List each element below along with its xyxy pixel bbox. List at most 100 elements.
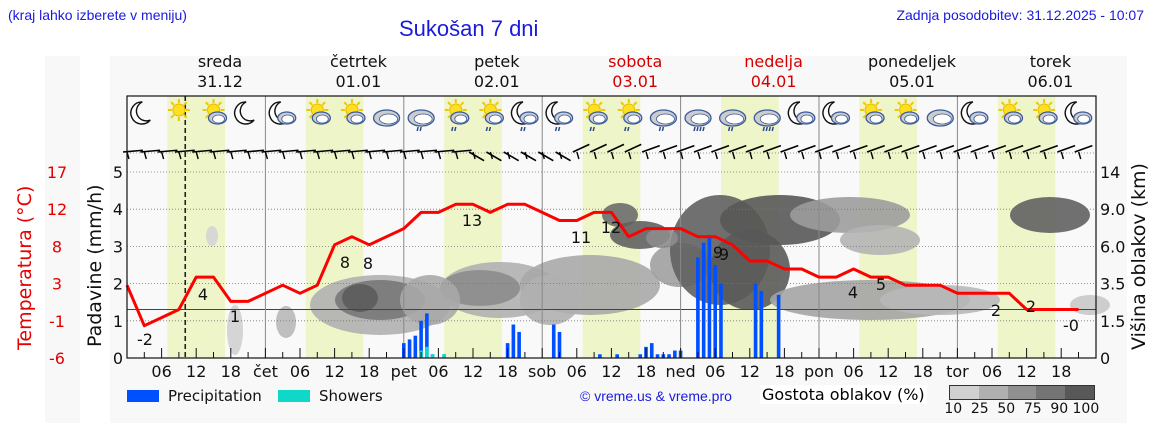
moon-cloud-icon bbox=[822, 101, 851, 125]
day-name: petek bbox=[474, 52, 520, 71]
cloud-density-label: Gostota oblakov (%) bbox=[760, 385, 927, 404]
svg-text:1: 1 bbox=[230, 307, 240, 326]
moon-icon bbox=[130, 101, 151, 125]
sun-cloud-icon bbox=[202, 99, 228, 125]
moon-icon bbox=[233, 101, 255, 125]
day-header-4: nedelja 04.01 bbox=[705, 52, 843, 92]
svg-text:12: 12 bbox=[324, 362, 344, 381]
svg-text:4: 4 bbox=[848, 283, 858, 302]
svg-text:14: 14 bbox=[1100, 163, 1120, 182]
showers-swatch bbox=[278, 390, 310, 402]
sun-cloud-icon bbox=[1033, 99, 1058, 125]
legend-precipitation-label: Precipitation bbox=[168, 387, 262, 405]
moon-cloud-rain-icon bbox=[510, 101, 539, 132]
svg-text:06: 06 bbox=[705, 362, 725, 381]
svg-text:-2: -2 bbox=[137, 330, 153, 349]
page-title: Sukošan 7 dni bbox=[399, 16, 539, 41]
svg-text:pet: pet bbox=[391, 362, 417, 381]
density-tick: 50 bbox=[997, 401, 1016, 417]
svg-text:3: 3 bbox=[52, 275, 62, 294]
svg-text:-1: -1 bbox=[49, 312, 65, 331]
density-tick: 90 bbox=[1050, 401, 1069, 417]
cloud-rain-icon bbox=[407, 109, 435, 132]
sun-cloud-rain-icon bbox=[444, 99, 470, 132]
svg-text:2: 2 bbox=[113, 275, 123, 294]
svg-text:-6: -6 bbox=[49, 349, 65, 368]
svg-text:06: 06 bbox=[151, 362, 171, 381]
svg-text:06: 06 bbox=[290, 362, 310, 381]
svg-text:čet: čet bbox=[253, 362, 278, 381]
day-header-0: sreda 31.12 bbox=[151, 52, 289, 92]
sun-cloud-rain-icon bbox=[479, 99, 505, 132]
density-swatch bbox=[978, 386, 1008, 399]
svg-text:2: 2 bbox=[991, 301, 1001, 320]
day-date: 05.01 bbox=[889, 72, 935, 91]
svg-text:18: 18 bbox=[359, 362, 379, 381]
svg-text:06: 06 bbox=[982, 362, 1002, 381]
svg-text:1: 1 bbox=[113, 312, 123, 331]
svg-text:0: 0 bbox=[113, 349, 123, 368]
cloud-density-scale-bar bbox=[949, 385, 1095, 400]
svg-text:12: 12 bbox=[47, 200, 67, 219]
svg-text:2: 2 bbox=[1026, 297, 1036, 316]
moon-cloud-icon bbox=[268, 101, 297, 125]
svg-text:11: 11 bbox=[571, 228, 591, 247]
legend-precipitation: Precipitation bbox=[127, 387, 262, 405]
density-swatch bbox=[1007, 386, 1037, 399]
svg-text:17: 17 bbox=[47, 163, 67, 182]
day-header-2: petek 02.01 bbox=[428, 52, 566, 92]
svg-text:pon: pon bbox=[804, 362, 834, 381]
svg-text:8: 8 bbox=[363, 254, 373, 273]
day-name: sobota bbox=[608, 52, 663, 71]
svg-text:9: 9 bbox=[719, 245, 729, 264]
svg-text:9: 9 bbox=[713, 243, 723, 262]
svg-text:13: 13 bbox=[462, 211, 482, 230]
day-date: 03.01 bbox=[612, 72, 659, 91]
density-swatch bbox=[1065, 386, 1094, 399]
gridlines bbox=[127, 96, 1096, 358]
density-tick: 75 bbox=[1023, 401, 1042, 417]
moon-cloud-icon bbox=[1064, 101, 1093, 125]
sun-cloud-icon bbox=[998, 99, 1024, 125]
svg-text:6.0: 6.0 bbox=[1100, 237, 1125, 256]
day-header-6: torek 06.01 bbox=[981, 52, 1119, 92]
day-name: ponedeljek bbox=[868, 52, 956, 71]
axes: 06 12 18 čet 06 12 18 pet 06 12 18 sob 06 12 18 ned 06 12… bbox=[47, 95, 1125, 381]
svg-text:0: 0 bbox=[1100, 349, 1110, 368]
precipitation-bars bbox=[402, 235, 781, 358]
moon-cloud-rain-icon bbox=[545, 101, 574, 132]
svg-text:8: 8 bbox=[52, 237, 62, 256]
sun-cloud-rain-icon bbox=[617, 99, 643, 132]
day-date: 01.01 bbox=[335, 72, 382, 91]
svg-text:18: 18 bbox=[497, 362, 517, 381]
svg-text:1.5: 1.5 bbox=[1100, 312, 1125, 331]
day-name: četrtek bbox=[329, 52, 387, 71]
day-date: 06.01 bbox=[1027, 72, 1074, 91]
legend-showers: Showers bbox=[278, 387, 383, 405]
temp-axis-panel bbox=[45, 56, 80, 423]
cloud-rain-icon bbox=[649, 109, 678, 132]
moon-cloud-icon bbox=[960, 101, 989, 125]
copyright-link[interactable]: © vreme.us & vreme.pro bbox=[580, 388, 732, 404]
svg-text:ned: ned bbox=[666, 362, 696, 381]
cloud-heavy-rain-icon bbox=[753, 109, 781, 132]
density-swatch bbox=[950, 386, 979, 399]
day-date: 04.01 bbox=[750, 72, 797, 91]
density-tick: 100 bbox=[1072, 401, 1100, 417]
svg-text:5: 5 bbox=[113, 163, 123, 182]
cloudy-icon bbox=[926, 109, 954, 127]
svg-text:18: 18 bbox=[1051, 362, 1071, 381]
day-date: 31.12 bbox=[197, 72, 243, 91]
sun-cloud-rain-icon bbox=[583, 99, 608, 132]
day-header-3: sobota 03.01 bbox=[566, 52, 704, 92]
svg-text:12: 12 bbox=[878, 362, 898, 381]
svg-text:8: 8 bbox=[340, 253, 350, 272]
cloud-density-scale: 10 25 50 75 90 100 bbox=[944, 385, 1100, 417]
svg-text:tor: tor bbox=[946, 362, 969, 381]
moon-cloud-icon bbox=[787, 101, 816, 125]
cloud-rain-icon bbox=[718, 109, 747, 132]
svg-text:5: 5 bbox=[876, 275, 886, 294]
svg-text:12: 12 bbox=[601, 218, 621, 237]
